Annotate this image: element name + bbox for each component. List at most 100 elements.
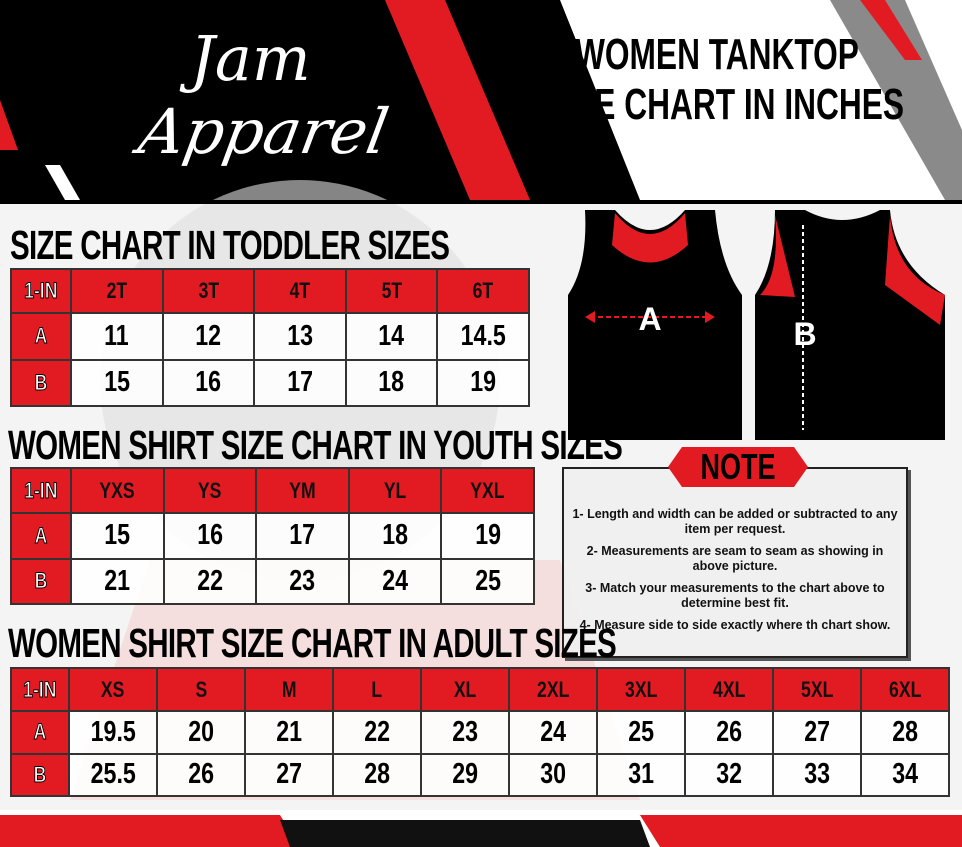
table-row: A 15 16 17 18 19 xyxy=(10,512,535,560)
value-cell: 11 xyxy=(70,312,164,361)
value-cell: 18 xyxy=(347,512,443,560)
header-title-line2: SIZE CHART IN INCHES xyxy=(545,80,905,129)
header-cell: 3T xyxy=(161,268,256,314)
value-cell: 16 xyxy=(162,512,258,560)
value-cell: 22 xyxy=(162,557,258,605)
value-cell: 25.5 xyxy=(68,752,158,797)
value-cell: 14.5 xyxy=(436,312,530,361)
note-title: NOTE xyxy=(700,446,776,487)
header-title-line1: WOMEN TANKTOP xyxy=(575,30,859,79)
value-cell: 25 xyxy=(596,710,686,755)
note-item: 2- Measurements are seam to seam as show… xyxy=(586,544,884,573)
back-label-b: B xyxy=(793,316,816,352)
value-cell: 15 xyxy=(70,512,165,560)
header-cell: 2XL xyxy=(508,667,598,712)
header-cell: 1-IN xyxy=(10,467,72,514)
row-label: B xyxy=(10,358,72,407)
red-stripe xyxy=(385,0,530,200)
row-label: A xyxy=(10,312,72,361)
value-cell: 19 xyxy=(440,512,535,560)
header-cell: 2T xyxy=(70,268,164,314)
value-cell: 21 xyxy=(70,557,165,605)
header-cell: YM xyxy=(255,467,350,514)
toddler-title: SIZE CHART IN TODDLER SIZES xyxy=(10,222,450,268)
value-cell: 19.5 xyxy=(68,710,158,755)
value-cell: 24 xyxy=(347,557,443,605)
value-cell: 26 xyxy=(156,752,246,797)
header-cell: 4XL xyxy=(684,667,774,712)
header-cell: S xyxy=(156,667,246,712)
header-cell: 1-IN xyxy=(10,667,70,712)
table-row: A 19.5 20 21 22 23 24 25 26 27 28 xyxy=(10,710,950,755)
header-cell: 1-IN xyxy=(10,268,72,314)
header-title-wrap: SIZE CHART IN INCHES xyxy=(545,80,962,130)
value-cell: 23 xyxy=(255,557,350,605)
row-label: A xyxy=(10,710,70,755)
header-cell: 4T xyxy=(253,268,347,314)
value-cell: 20 xyxy=(156,710,246,755)
table-row: B 25.5 26 27 28 29 30 31 32 33 34 xyxy=(10,752,950,797)
value-cell: 25 xyxy=(440,557,535,605)
header-cell: YXS xyxy=(70,467,165,514)
value-cell: 19 xyxy=(436,358,530,407)
tanktop-back xyxy=(755,210,945,440)
header-cell: XL xyxy=(420,667,510,712)
note-item: 1- Length and width can be added or subt… xyxy=(572,507,898,536)
value-cell: 16 xyxy=(161,358,256,407)
header-cell: XS xyxy=(68,667,158,712)
header-cell: 6XL xyxy=(860,667,950,712)
value-cell: 34 xyxy=(860,752,950,797)
value-cell: 18 xyxy=(344,358,439,407)
brand-logo: Jam xyxy=(190,22,311,95)
tanktop-front xyxy=(568,210,742,440)
table-row: A 11 12 13 14 14.5 xyxy=(10,312,530,361)
note-item: 4- Measure side to side exactly where th… xyxy=(579,618,891,632)
value-cell: 29 xyxy=(420,752,510,797)
front-label-a: A xyxy=(638,301,661,337)
brand-logo-line2: Apparel xyxy=(133,95,394,168)
value-cell: 30 xyxy=(508,752,598,797)
value-cell: 31 xyxy=(596,752,686,797)
value-cell: 17 xyxy=(253,358,347,407)
header-cell: L xyxy=(332,667,422,712)
value-cell: 28 xyxy=(332,752,422,797)
header-cell: 6T xyxy=(436,268,530,314)
table-row: B 21 22 23 24 25 xyxy=(10,557,535,605)
note-banner: NOTE xyxy=(668,447,808,487)
value-cell: 23 xyxy=(420,710,510,755)
table-row: B 15 16 17 18 19 xyxy=(10,358,530,407)
value-cell: 27 xyxy=(772,710,862,755)
table-header-row: 1-IN YXS YS YM YL YXL xyxy=(10,467,535,514)
header-cell: YS xyxy=(162,467,258,514)
value-cell: 24 xyxy=(508,710,598,755)
value-cell: 21 xyxy=(244,710,334,755)
table-header-row: 1-IN 2T 3T 4T 5T 6T xyxy=(10,268,530,314)
value-cell: 33 xyxy=(772,752,862,797)
header-cell: 5T xyxy=(344,268,439,314)
value-cell: 13 xyxy=(253,312,347,361)
value-cell: 27 xyxy=(244,752,334,797)
adult-size-table: 1-IN XS S M L XL 2XL 3XL 4XL 5XL 6XL A 19.5 20 21 22 23 2… xyxy=(10,667,950,797)
header-title: WOMEN TANKTOP xyxy=(575,30,962,80)
youth-size-table: 1-IN YXS YS YM YL YXL A 15 16 17 18 19 B… xyxy=(10,467,535,605)
tanktop-diagram: A B xyxy=(568,210,945,440)
value-cell: 14 xyxy=(344,312,439,361)
value-cell: 28 xyxy=(860,710,950,755)
note-box: 1- Length and width can be added or subt… xyxy=(562,467,908,658)
header-cell: 5XL xyxy=(772,667,862,712)
note-item: 3- Match your measurements to the chart … xyxy=(585,581,885,610)
value-cell: 26 xyxy=(684,710,774,755)
header-cell: YL xyxy=(347,467,443,514)
value-cell: 12 xyxy=(161,312,256,361)
toddler-size-table: 1-IN 2T 3T 4T 5T 6T A 11 12 13 14 14.5 B… xyxy=(10,268,530,407)
row-label: B xyxy=(10,752,70,797)
youth-title: WOMEN SHIRT SIZE CHART IN YOUTH SIZES xyxy=(8,422,623,468)
adult-title: WOMEN SHIRT SIZE CHART IN ADULT SIZES xyxy=(8,620,617,666)
header-cell: M xyxy=(244,667,334,712)
value-cell: 32 xyxy=(684,752,774,797)
value-cell: 15 xyxy=(70,358,164,407)
table-header-row: 1-IN XS S M L XL 2XL 3XL 4XL 5XL 6XL xyxy=(10,667,950,712)
row-label: A xyxy=(10,512,72,560)
value-cell: 22 xyxy=(332,710,422,755)
value-cell: 17 xyxy=(255,512,350,560)
